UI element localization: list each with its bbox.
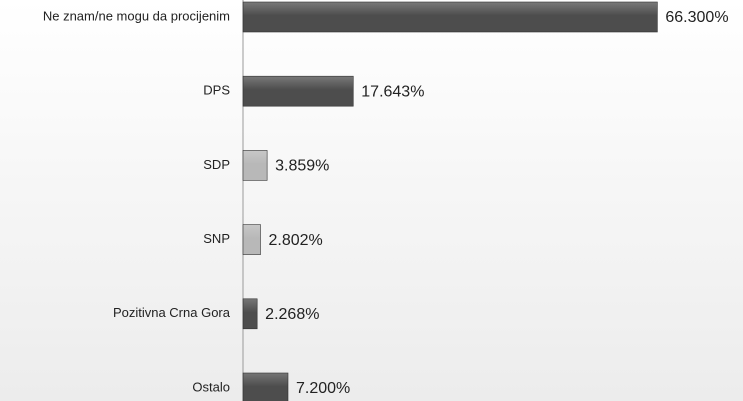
value-label: 2.802% bbox=[269, 232, 323, 249]
bar bbox=[242, 1, 658, 33]
value-label: 7.200% bbox=[296, 380, 350, 397]
category-label: Ne znam/ne mogu da procijenim bbox=[43, 8, 230, 23]
bar bbox=[242, 298, 258, 330]
category-label: Ostalo bbox=[192, 379, 230, 394]
category-label: SDP bbox=[203, 157, 230, 172]
category-label: Pozitivna Crna Gora bbox=[113, 305, 231, 320]
category-label: DPS bbox=[203, 83, 230, 98]
bar bbox=[242, 372, 289, 401]
bar bbox=[242, 75, 354, 107]
value-label: 17.643% bbox=[361, 83, 424, 100]
bar bbox=[242, 150, 268, 181]
category-label: SNP bbox=[203, 231, 230, 246]
value-label: 2.268% bbox=[265, 306, 319, 323]
value-label: 3.859% bbox=[275, 158, 329, 175]
value-label: 66.300% bbox=[665, 9, 728, 26]
bar bbox=[242, 224, 261, 255]
